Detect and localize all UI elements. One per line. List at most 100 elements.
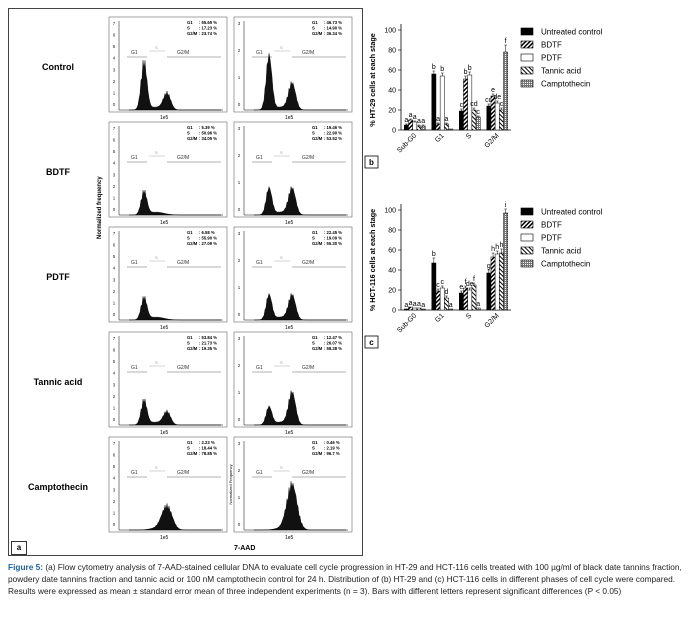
- gate-g1-label: G1: [256, 155, 263, 161]
- significance-letter: a: [409, 300, 413, 307]
- y-tick: 6: [113, 33, 116, 38]
- bar: [486, 272, 492, 311]
- y-tick: 0: [238, 312, 241, 317]
- bar: [463, 287, 468, 311]
- significance-letter: cd: [470, 101, 478, 108]
- bar: [499, 109, 504, 131]
- gate-g2m-label: G2/M: [302, 155, 314, 161]
- stat-value: : 6.58 %: [199, 230, 215, 235]
- y-tick: 3: [113, 67, 116, 72]
- legend-swatch: [520, 40, 534, 49]
- significance-letter: h: [491, 246, 495, 253]
- gate-g1-label: G1: [256, 50, 263, 56]
- y-tick: 0: [113, 417, 116, 422]
- y-tick: 6: [113, 348, 116, 353]
- legend-swatch: [520, 233, 534, 242]
- x-tick: 1e5: [285, 430, 294, 436]
- stat-value: : 22.90 %: [324, 131, 342, 136]
- y-tick: 3: [238, 21, 241, 26]
- bar: [475, 307, 481, 311]
- stat-key: S: [187, 341, 190, 346]
- significance-letter: i: [505, 202, 507, 209]
- bar: [503, 212, 509, 311]
- panel-label: c: [369, 338, 374, 347]
- stat-value: : 19.09 %: [324, 236, 342, 241]
- legend-swatch: [520, 220, 534, 229]
- y-tick: 0: [238, 522, 241, 527]
- caption-label: Figure 5:: [8, 562, 44, 572]
- stat-value: : 19.46 %: [324, 125, 342, 130]
- gate-s-label: S: [155, 360, 158, 365]
- legend-label: BDTF: [541, 41, 562, 50]
- bar: [404, 308, 409, 311]
- y-tick: 2: [113, 394, 116, 399]
- y-tick-label: 20: [388, 108, 396, 115]
- row-label: Control: [42, 62, 74, 72]
- significance-letter: de: [466, 281, 474, 288]
- legend-label: BDTF: [541, 221, 562, 230]
- bar: [459, 292, 464, 311]
- category-label: G2/M: [484, 132, 501, 149]
- bar: [490, 95, 496, 131]
- significance-letter: f: [473, 276, 475, 283]
- y-tick: 3: [113, 172, 116, 177]
- legend-swatch: [520, 207, 534, 216]
- histogram-panel: Control BDTF PDTF Tannic acid Camptothecin N…: [8, 8, 363, 556]
- y-tick: 5: [113, 464, 116, 469]
- stat-key: G2/M: [312, 346, 323, 351]
- x-tick: 1e5: [160, 115, 169, 121]
- x-tick: 1e5: [285, 535, 294, 541]
- bar: [467, 289, 473, 311]
- y-tick-label: 100: [384, 28, 396, 35]
- stat-key: S: [312, 131, 315, 136]
- legend-swatch: [520, 66, 534, 75]
- y-tick: 1: [113, 405, 116, 410]
- bar: [420, 125, 426, 131]
- y-tick-label: 60: [388, 68, 396, 75]
- y-tick: 3: [113, 487, 116, 492]
- bar: [412, 307, 418, 311]
- y-tick: 1: [238, 390, 241, 395]
- y-tick: 0: [113, 102, 116, 107]
- legend-swatch: [520, 79, 534, 88]
- legend-label: PDTF: [541, 54, 562, 63]
- significance-letter: e: [459, 284, 463, 291]
- y-tick: 7: [113, 441, 116, 446]
- y-tick-label: 80: [388, 48, 396, 55]
- significance-letter: b: [468, 65, 472, 72]
- stat-key: G1: [187, 20, 193, 25]
- chart-hct116: % HCT-116 cells at each stage 0 20 40 60 80 10…: [364, 202, 603, 349]
- bar: [435, 290, 441, 311]
- gate-s-label: S: [155, 45, 158, 50]
- significance-letter: a: [436, 116, 440, 123]
- bar: [435, 123, 441, 131]
- stat-value: : 18.44 %: [199, 446, 217, 451]
- stat-key: G2/M: [187, 451, 198, 456]
- y-tick-label: 40: [388, 268, 396, 275]
- stat-key: S: [187, 131, 190, 136]
- histogram-cell: 3 2 1 0 Normalized Frequency 1e5 G1: 0.46 % S: …: [228, 436, 353, 541]
- bar: [475, 116, 481, 131]
- legend-swatch: [520, 246, 534, 255]
- gate-g1-label: G1: [131, 50, 138, 56]
- y-tick: 0: [238, 207, 241, 212]
- legend-label: Tannic acid: [541, 247, 581, 256]
- row-label: Tannic acid: [33, 377, 83, 387]
- x-tick: 1e5: [160, 430, 169, 436]
- y-tick: 1: [238, 180, 241, 185]
- gate-g2m-label: G2/M: [177, 260, 189, 266]
- chart-y-label: % HCT-116 cells at each stage: [368, 209, 377, 311]
- stat-value: : 12.47 %: [324, 335, 342, 340]
- x-tick: 1e5: [160, 535, 169, 541]
- panel-label: b: [369, 158, 374, 167]
- significance-letter: f: [505, 38, 507, 45]
- stat-value: : 2.19 %: [324, 446, 340, 451]
- y-tick: 2: [238, 153, 241, 158]
- legend-swatch: [520, 27, 534, 36]
